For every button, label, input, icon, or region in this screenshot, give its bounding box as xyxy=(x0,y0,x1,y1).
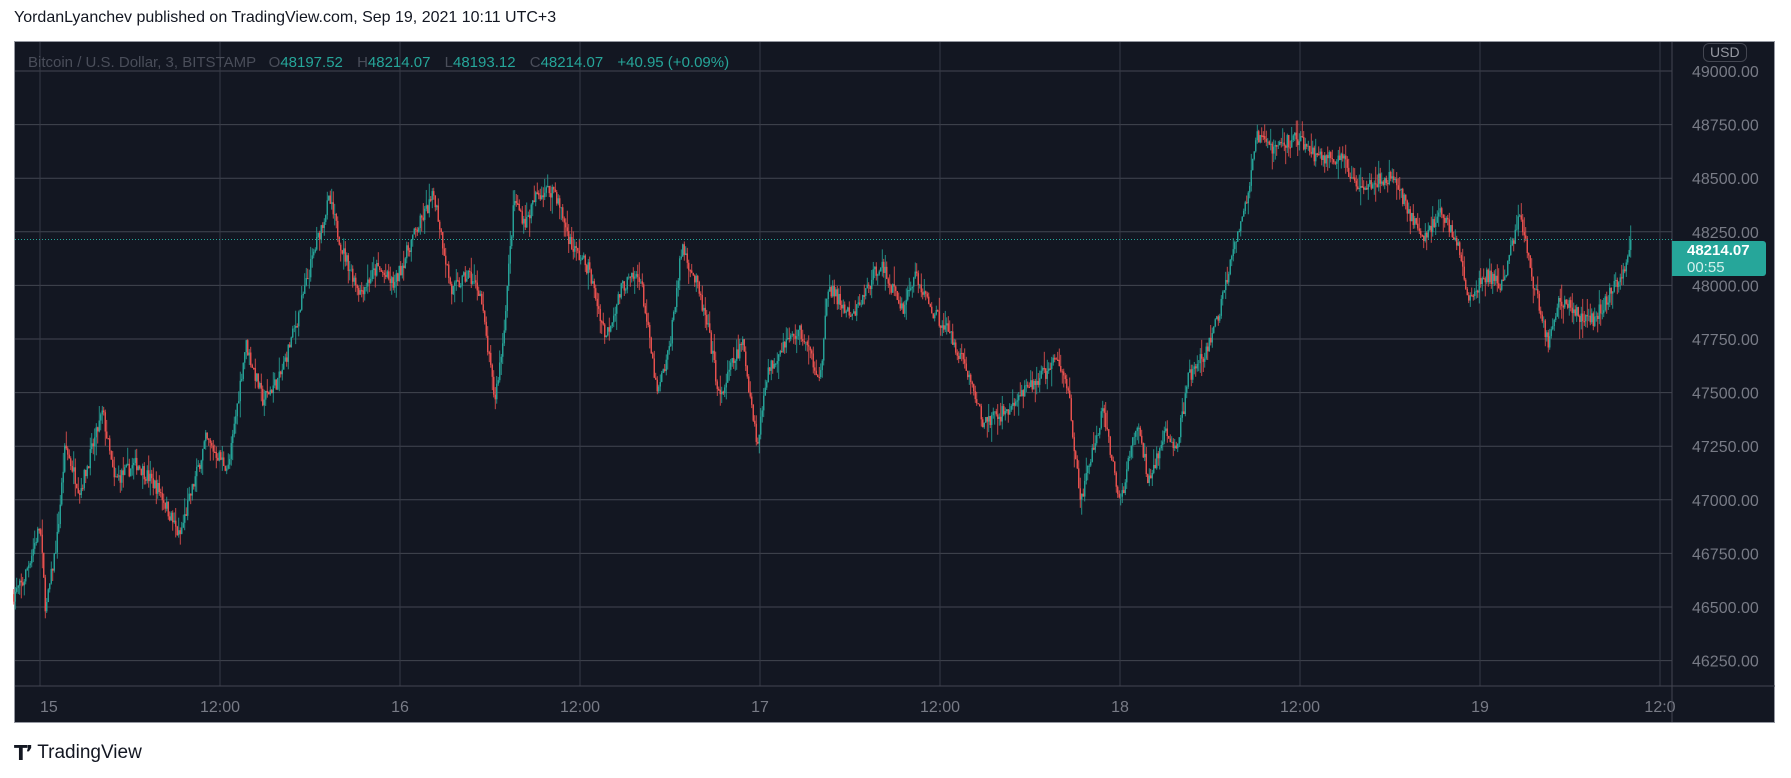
change-value: +40.95 (+0.09%) xyxy=(617,54,730,71)
brand-name: TradingView xyxy=(37,742,142,763)
last-price-label: 48214.07 00:55 xyxy=(1672,241,1766,276)
price-tick-label: 47000.00 xyxy=(1692,493,1759,510)
price-tick-label: 46500.00 xyxy=(1692,600,1759,617)
close-value: 48214.07 xyxy=(540,54,604,71)
tradingview-logo[interactable]: T’ TradingView xyxy=(14,741,142,765)
high-label: H xyxy=(357,54,368,71)
last-price: 48214.07 xyxy=(1687,242,1750,259)
price-tick-label: 46750.00 xyxy=(1692,546,1759,563)
open-value: 48197.52 xyxy=(280,54,343,71)
price-tick-label: 48500.00 xyxy=(1692,171,1759,188)
tradingview-logo-icon: T’ xyxy=(14,741,33,765)
high-value: 48214.07 xyxy=(367,54,431,71)
time-tick-label: 12:00 xyxy=(200,699,240,716)
time-tick-label: 12:00 xyxy=(560,699,600,716)
close-label: C xyxy=(529,54,541,71)
price-tick-label: 47750.00 xyxy=(1692,332,1759,349)
price-tick-label: 48000.00 xyxy=(1692,278,1759,295)
low-value: 48193.12 xyxy=(453,54,516,71)
price-tick-label: 48250.00 xyxy=(1692,225,1759,242)
price-tick-label: 49000.00 xyxy=(1692,64,1759,81)
price-tick-label: 47500.00 xyxy=(1692,386,1759,403)
chart-pane[interactable] xyxy=(14,41,1775,723)
price-tick-label: 47250.00 xyxy=(1692,439,1759,456)
time-tick-label: 17 xyxy=(751,699,769,716)
symbol-title[interactable]: Bitcoin / U.S. Dollar, 3, BITSTAMP xyxy=(28,54,257,71)
price-tick-label: 46250.00 xyxy=(1692,654,1759,671)
price-tick-label: 48750.00 xyxy=(1692,118,1759,135)
time-tick-label: 12:00 xyxy=(1280,699,1320,716)
currency-button[interactable]: USD xyxy=(1703,43,1747,62)
time-tick-label: 16 xyxy=(391,699,409,716)
time-tick-label: 18 xyxy=(1111,699,1129,716)
ohlc-legend: Bitcoin / U.S. Dollar, 3, BITSTAMP O4819… xyxy=(28,54,739,71)
low-label: L xyxy=(444,54,453,71)
publisher-caption: YordanLyanchev published on TradingView.… xyxy=(14,9,557,26)
time-tick-label: 12:00 xyxy=(920,699,960,716)
time-tick-label: 12:0 xyxy=(1644,699,1675,716)
time-tick-label: 15 xyxy=(40,699,58,716)
time-tick-label: 19 xyxy=(1471,699,1489,716)
bar-countdown: 00:55 xyxy=(1687,259,1725,276)
open-label: O xyxy=(268,54,281,71)
